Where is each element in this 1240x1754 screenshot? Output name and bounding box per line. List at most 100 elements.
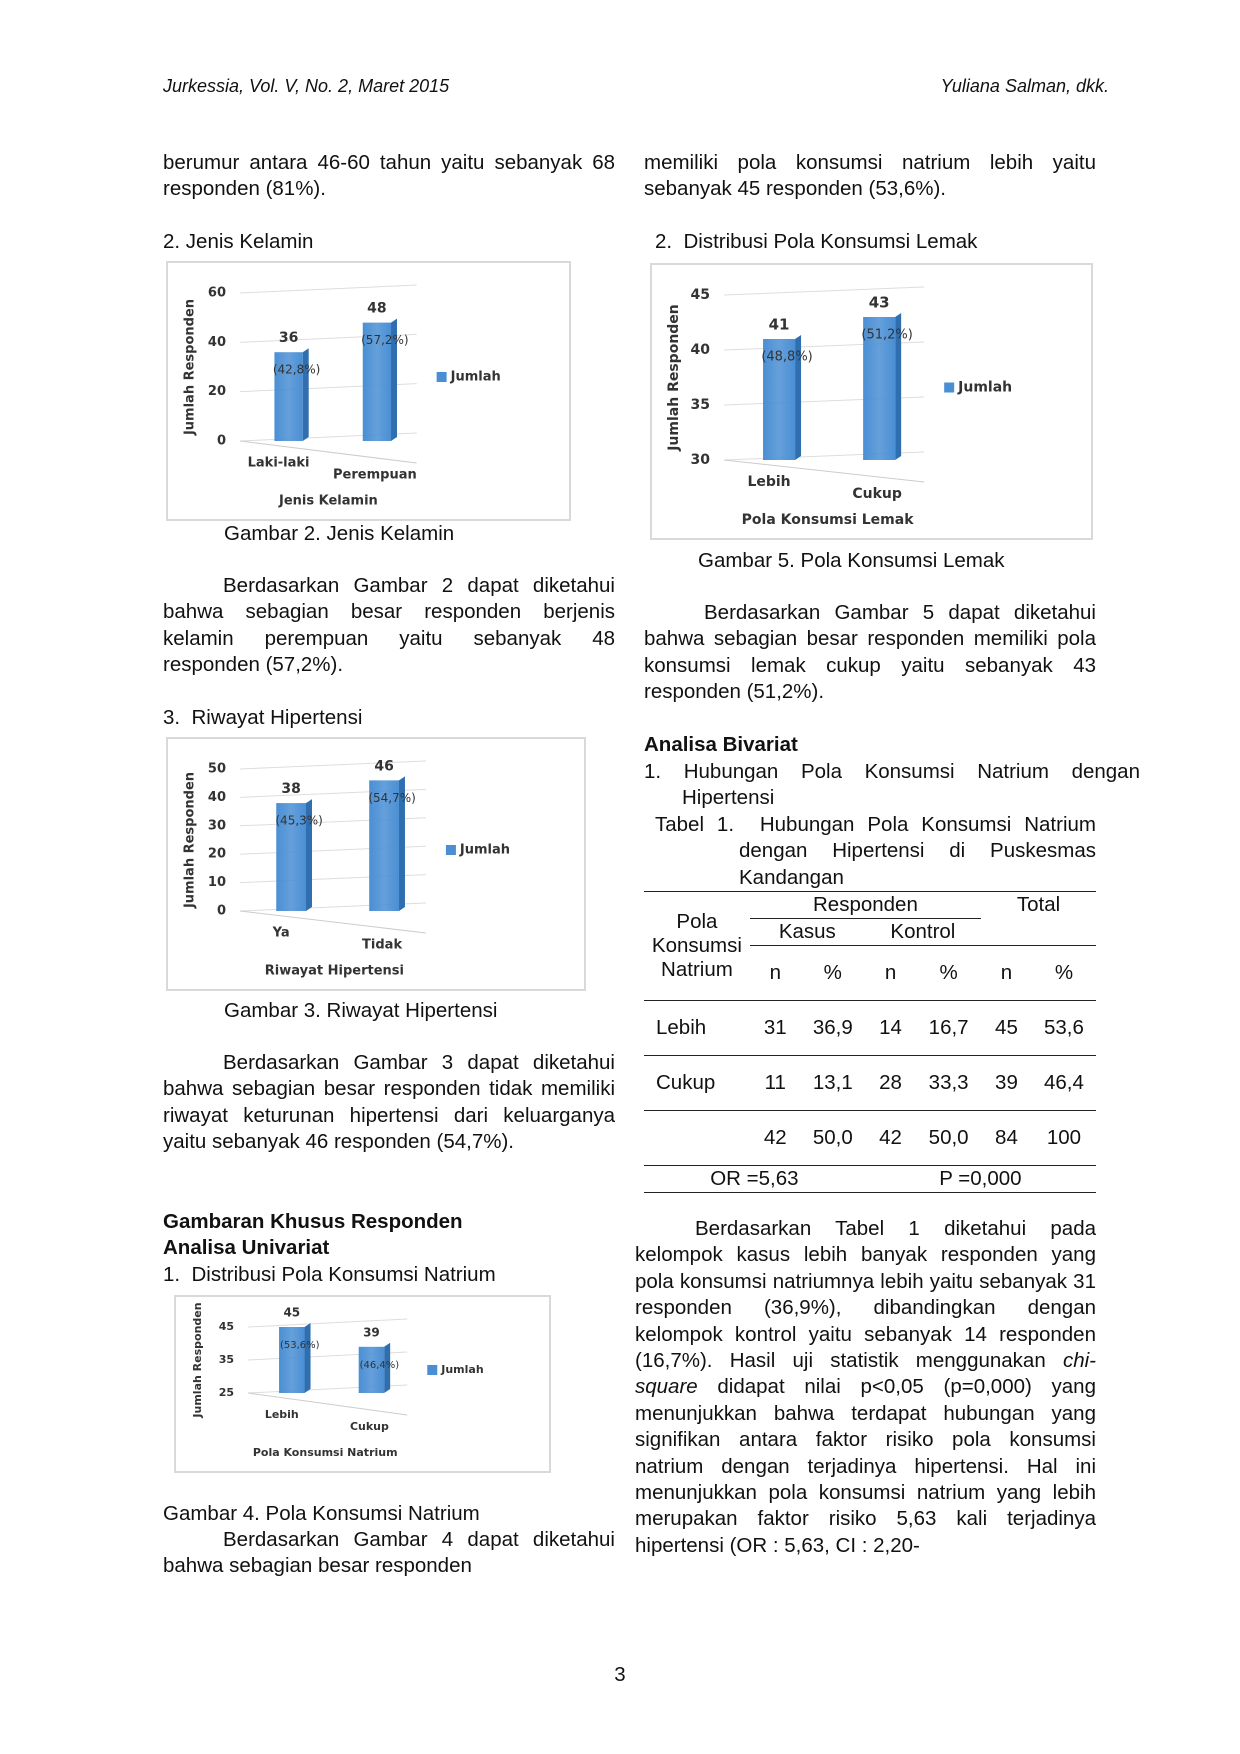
bar-side	[304, 1323, 311, 1393]
y-tick-label: 40	[208, 335, 226, 350]
paragraph: Berdasarkan Tabel 1 diketahui pada kelom…	[635, 1216, 1096, 1559]
value-label: 43	[869, 294, 890, 312]
y-tick-label: 25	[219, 1386, 234, 1399]
x-axis-title: Riwayat Hipertensi	[265, 964, 404, 979]
table-header: %	[916, 945, 981, 1001]
paragraph: Berdasarkan Gambar 2 dapat diketahui bah…	[163, 574, 615, 677]
bar	[276, 803, 307, 911]
bar	[362, 322, 392, 441]
caption: Gambar 2. Jenis Kelamin	[224, 522, 455, 545]
table-header: Responden	[749, 891, 981, 919]
table-cell: 33,3	[928, 1071, 969, 1094]
figure: 25 35 45 45 (53,6%) Lebih 39 (46,4%) Cukup Jumlah…	[174, 1295, 551, 1473]
figure: 30 35 40 45 41 (48,8%) Lebih 43 (51,2%) Cukup Juml…	[650, 263, 1093, 540]
y-tick-label: 0	[217, 904, 226, 919]
y-tick-label: 35	[219, 1353, 234, 1366]
y-tick-label: 10	[208, 875, 226, 890]
table-header: n	[749, 945, 801, 1001]
y-tick-label: 20	[208, 847, 226, 862]
annotation: (45,3%)	[275, 814, 322, 828]
table-cell: 46,4	[1044, 1071, 1084, 1094]
y-tick-label: 45	[219, 1320, 234, 1333]
table-cell: 53,6	[1044, 1016, 1084, 1039]
text: didapat nilai p<0,05 (p=0,000) yang menu…	[635, 1375, 1096, 1557]
table-header: Total	[1016, 893, 1061, 917]
heading: 2. Distribusi Pola Konsumsi Lemak	[655, 230, 978, 253]
legend-label: Jumlah	[459, 843, 510, 858]
chart: 0 10 20 30 40 50 38 (45,3%) Ya 46 (54,7%) Tidak Juml…	[183, 758, 511, 979]
x-tick-label: Lebih	[747, 474, 790, 490]
legend-swatch	[427, 1365, 438, 1375]
y-tick-label: 30	[208, 818, 226, 833]
y-axis-title: Jumlah Responden	[666, 304, 682, 452]
bar-side	[391, 318, 398, 441]
table-cell: 31	[763, 1016, 787, 1039]
value-label: 39	[363, 1325, 380, 1339]
y-axis-title: Jumlah Responden	[191, 1302, 204, 1418]
y-tick-label: 0	[217, 434, 226, 449]
bar-side	[306, 799, 313, 911]
table-row: Kasus Kontrol	[644, 919, 1096, 946]
table-cell: 11	[764, 1071, 786, 1094]
table-cell: 16,7	[928, 1016, 969, 1039]
x-tick-label: Laki-laki	[248, 456, 310, 471]
table-header: Kasus	[778, 920, 836, 943]
table-header: %	[1031, 945, 1096, 1001]
table-header: Kontrol	[890, 920, 956, 943]
table-cell: 39	[995, 1071, 1018, 1094]
table-cell: 42	[879, 1126, 902, 1149]
page-number: 3	[614, 1663, 626, 1686]
table-header: n	[981, 945, 1032, 1001]
table-row: n% n% n%	[644, 945, 1096, 1001]
annotation: (57,2%)	[361, 333, 408, 347]
annotation: (42,8%)	[273, 363, 320, 377]
y-tick-label: 50	[208, 762, 226, 777]
table-cell: 13,1	[812, 1071, 853, 1094]
table-row: OR =5,63 P =0,000	[644, 1166, 1096, 1193]
table-cell: 50,0	[812, 1126, 853, 1149]
x-tick-label: Cukup	[350, 1420, 389, 1433]
grid-line	[723, 286, 925, 296]
bar	[763, 339, 796, 460]
bar	[279, 1327, 305, 1393]
paragraph: Berdasarkan Gambar 5 dapat diketahui bah…	[644, 601, 1096, 704]
chart: 25 35 45 45 (53,6%) Lebih 39 (46,4%) Cukup Jumlah…	[191, 1302, 484, 1459]
table-cell: 100	[1046, 1126, 1082, 1149]
y-tick-label: 40	[208, 790, 226, 805]
figure: 0 10 20 30 40 50 38 (45,3%) Ya 46 (54,7%) Tidak Juml…	[166, 737, 586, 991]
annotation: (51,2%)	[861, 328, 912, 343]
table-header: %	[800, 945, 865, 1001]
table-header: Pola Konsumsi Natrium	[651, 910, 742, 981]
value-label: 36	[279, 330, 298, 346]
legend-label: Jumlah	[450, 370, 501, 385]
table-cell: 28	[879, 1071, 902, 1094]
axis-line	[723, 459, 925, 483]
bar	[863, 317, 896, 460]
table-header	[981, 919, 1096, 946]
table-footer: P =0,000	[939, 1167, 1022, 1190]
row-label: Cukup	[656, 1071, 716, 1094]
y-tick-label: 35	[691, 397, 710, 413]
legend-swatch	[436, 372, 447, 382]
legend-label: Jumlah	[957, 380, 1012, 396]
heading: Analisa Univariat	[163, 1236, 330, 1259]
row-label	[644, 1111, 750, 1166]
running-header: Jurkessia, Vol. V, No. 2, Maret 2015	[163, 76, 450, 96]
bar	[358, 1346, 385, 1393]
annotation: (46,4%)	[360, 1360, 400, 1371]
x-tick-label: Cukup	[852, 486, 902, 502]
x-axis-title: Pola Konsumsi Natrium	[253, 1446, 398, 1459]
caption: Gambar 4. Pola Konsumsi Natrium	[163, 1502, 480, 1525]
x-tick-label: Lebih	[265, 1408, 299, 1421]
value-label: 48	[367, 301, 386, 317]
paragraph: memiliki pola konsumsi natrium lebih yai…	[644, 151, 1096, 201]
annotation: (54,7%)	[368, 791, 415, 805]
heading: 1. Distribusi Pola Konsumsi Natrium	[163, 1263, 496, 1286]
caption: Gambar 5. Pola Konsumsi Lemak	[698, 549, 1005, 572]
x-tick-label: Tidak	[362, 938, 402, 953]
paragraph: Berdasarkan Gambar 4 dapat diketahui bah…	[163, 1528, 615, 1578]
legend-swatch	[944, 382, 955, 393]
table-caption: Tabel 1. Hubungan Pola Konsumsi Natrium …	[655, 813, 1096, 889]
table-row: Pola Konsumsi Natrium Responden Total	[644, 891, 1096, 981]
